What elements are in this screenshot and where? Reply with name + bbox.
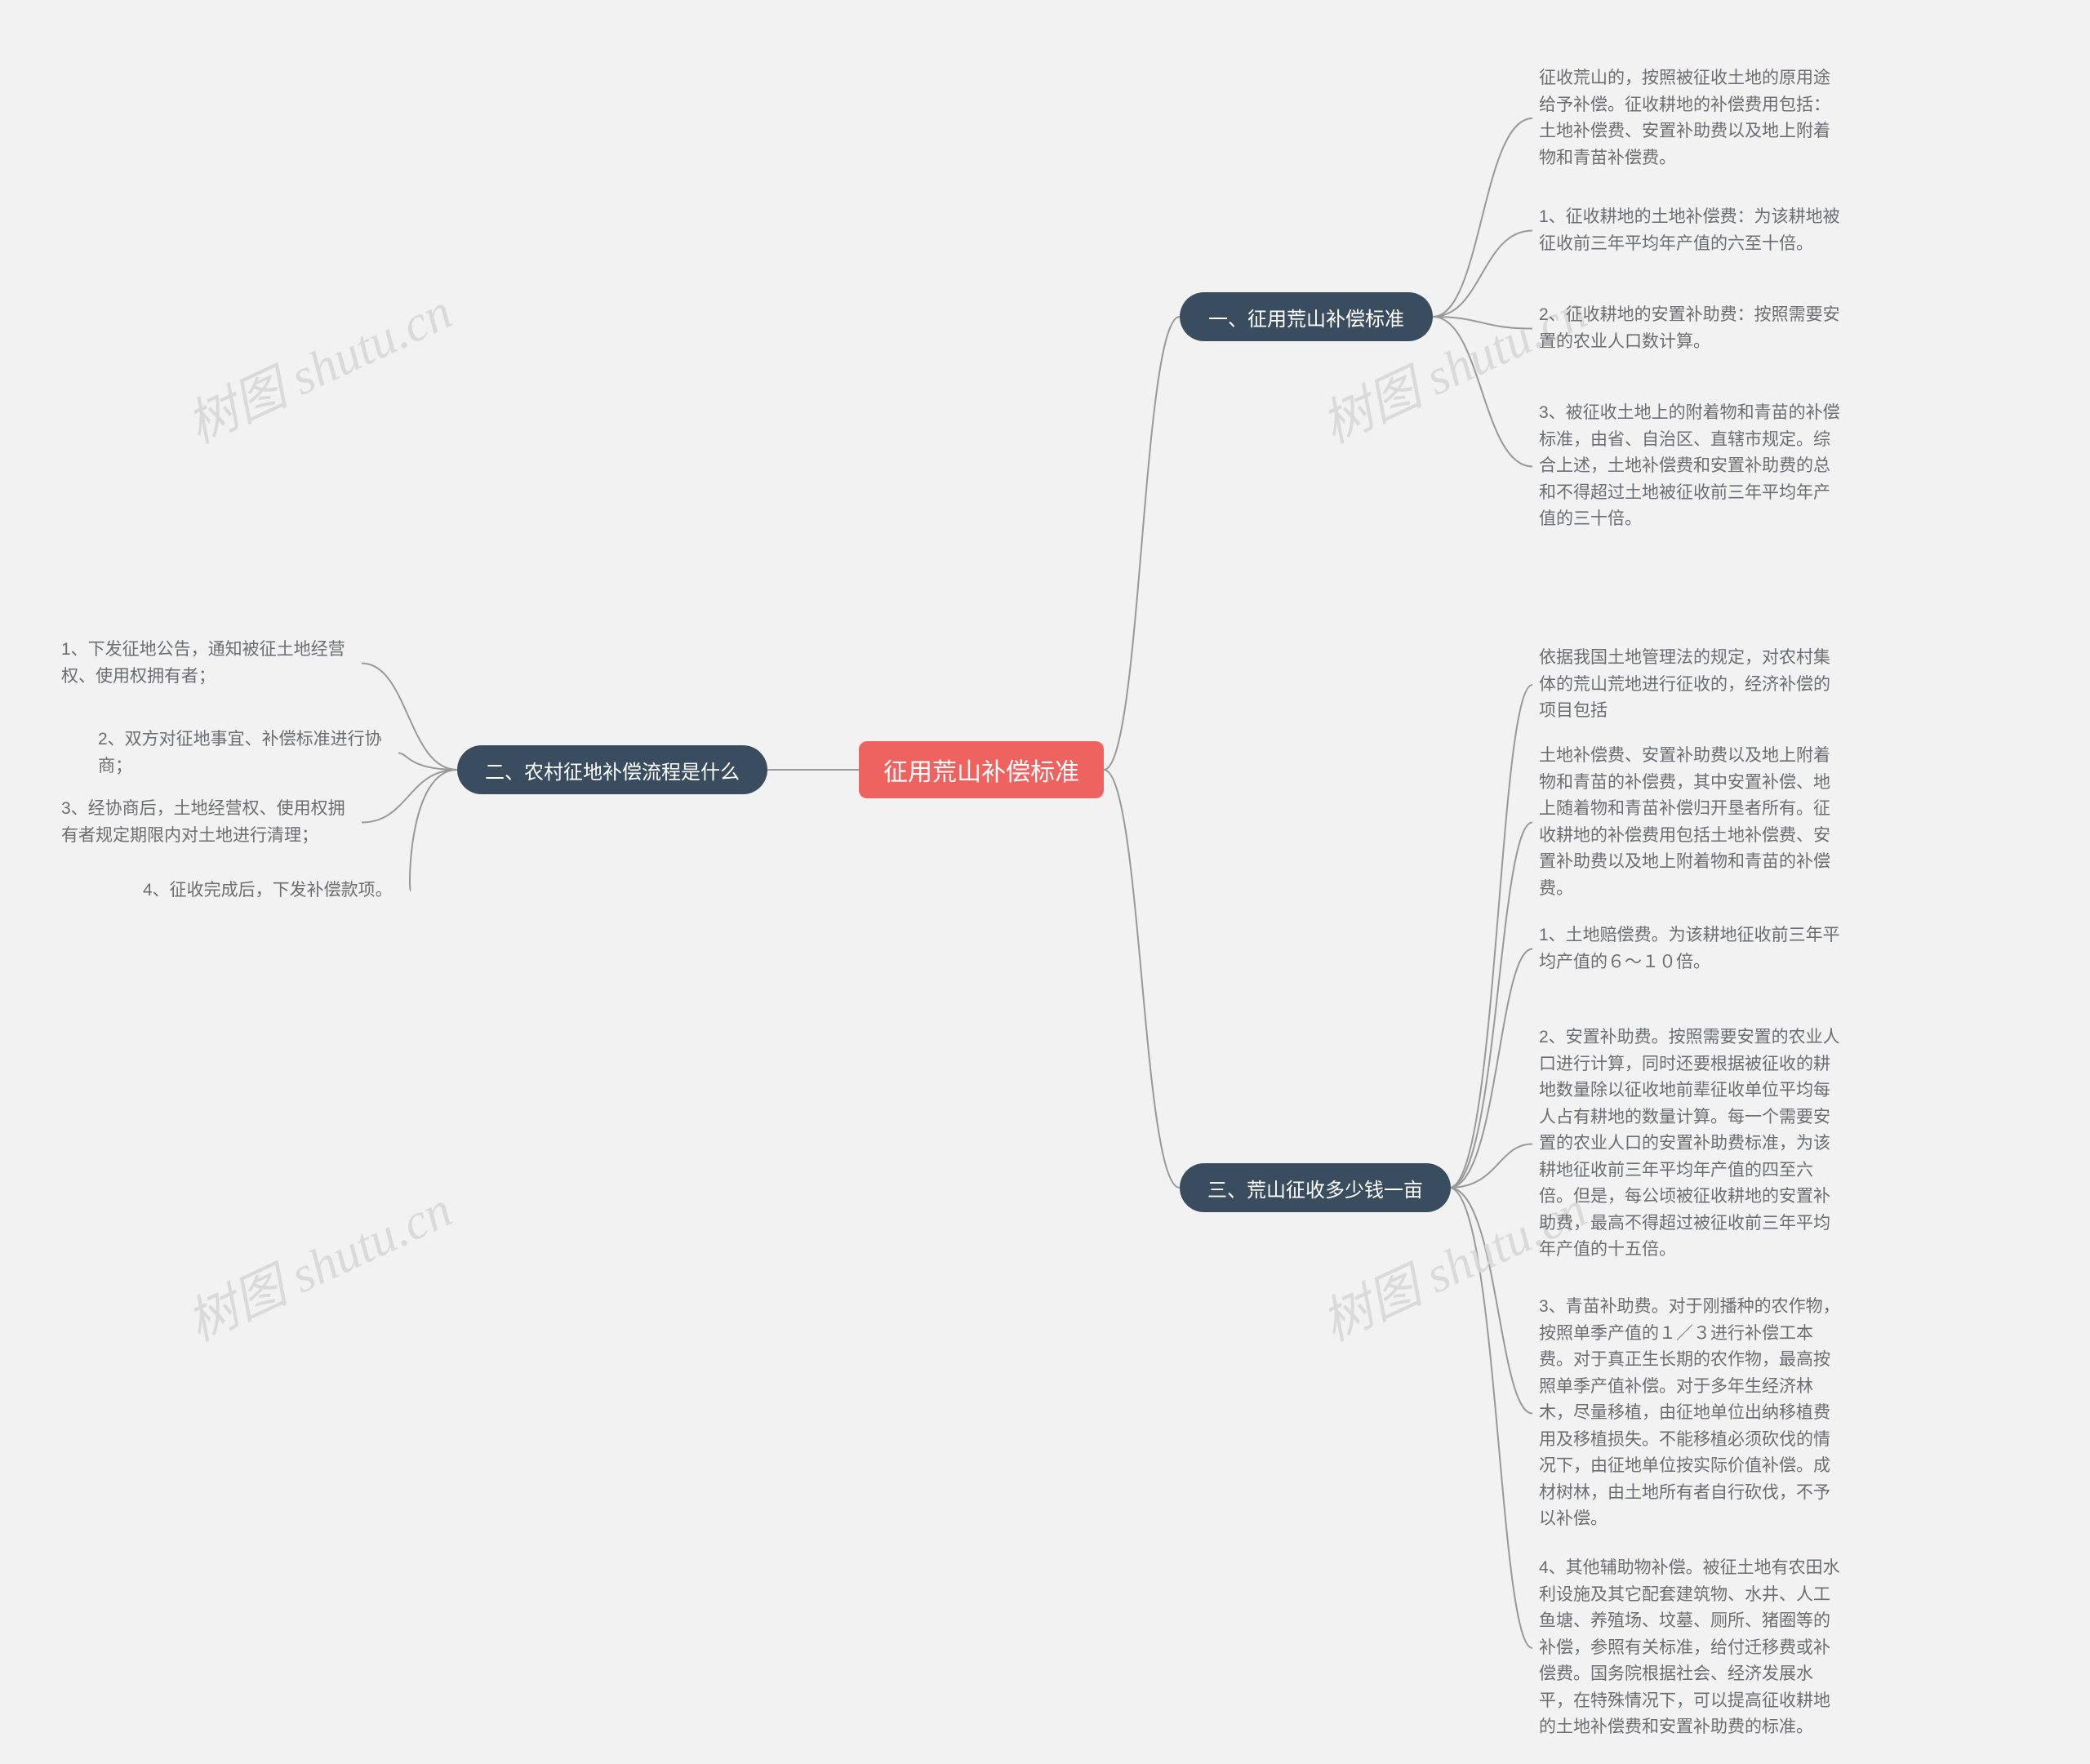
root-node[interactable]: 征用荒山补偿标准 — [859, 741, 1104, 798]
leaf-node: 1、征收耕地的土地补偿费：为该耕地被征收前三年平均年产值的六至十倍。 — [1539, 204, 1841, 257]
leaf-node: 依据我国土地管理法的规定，对农村集体的荒山荒地进行征收的，经济补偿的项目包括 — [1539, 645, 1841, 725]
leaf-node: 3、经协商后，土地经营权、使用权拥有者规定期限内对土地进行清理； — [61, 796, 355, 849]
leaf-node: 2、双方对征地事宜、补偿标准进行协商； — [98, 726, 392, 780]
leaf-node: 土地补偿费、安置补助费以及地上附着物和青苗的补偿费，其中安置补偿、地上随着物和青… — [1539, 743, 1841, 902]
leaf-node: 3、被征收土地上的附着物和青苗的补偿标准，由省、自治区、直辖市规定。综合上述，土… — [1539, 400, 1841, 533]
leaf-node: 征收荒山的，按照被征收土地的原用途给予补偿。征收耕地的补偿费用包括：土地补偿费、… — [1539, 65, 1841, 171]
leaf-node: 4、其他辅助物补偿。被征土地有农田水利设施及其它配套建筑物、水井、人工鱼塘、养殖… — [1539, 1555, 1841, 1741]
leaf-node: 1、下发征地公告，通知被征土地经营权、使用权拥有者； — [61, 637, 355, 690]
mindmap-canvas: 树图 shutu.cn树图 shutu.cn树图 shutu.cn树图 shut… — [0, 0, 2090, 1764]
leaf-node: 4、征收完成后，下发补偿款项。 — [143, 878, 404, 904]
branch-node[interactable]: 三、荒山征收多少钱一亩 — [1180, 1163, 1451, 1212]
leaf-node: 3、青苗补助费。对于刚播种的农作物，按照单季产值的１／３进行补偿工本费。对于真正… — [1539, 1294, 1841, 1533]
branch-node[interactable]: 二、农村征地补偿流程是什么 — [457, 745, 767, 794]
leaf-node: 2、征收耕地的安置补助费：按照需要安置的农业人口数计算。 — [1539, 302, 1841, 355]
leaf-node: 1、土地赔偿费。为该耕地征收前三年平均产值的６～１０倍。 — [1539, 922, 1841, 975]
watermark: 树图 shutu.cn — [173, 1168, 461, 1355]
branch-node[interactable]: 一、征用荒山补偿标准 — [1180, 292, 1433, 341]
watermark: 树图 shutu.cn — [173, 270, 461, 457]
leaf-node: 2、安置补助费。按照需要安置的农业人口进行计算，同时还要根据被征收的耕地数量除以… — [1539, 1024, 1841, 1264]
